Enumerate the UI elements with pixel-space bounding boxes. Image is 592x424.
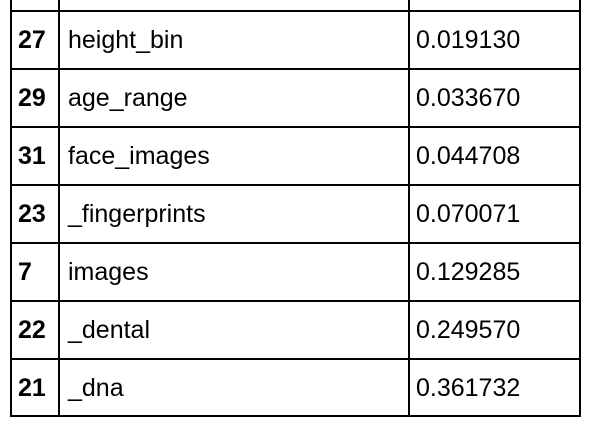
row-value: 0.044708 <box>416 142 521 170</box>
row-feature: images <box>68 258 149 286</box>
row-index: 22 <box>18 316 46 344</box>
row-index: 29 <box>18 84 46 112</box>
row-value: 0.249570 <box>416 316 521 344</box>
row-feature: _fingerprints <box>68 200 206 228</box>
row-value: 0.019130 <box>416 26 521 54</box>
row-feature: face_images <box>68 142 210 170</box>
row-feature: _dental <box>68 316 151 344</box>
row-feature: height_bin <box>68 26 184 54</box>
row-index: 23 <box>18 200 46 228</box>
table-row: 22 _dental 0.249570 <box>12 302 579 360</box>
table-row: 7 images 0.129285 <box>12 244 579 302</box>
table-row: 23 _fingerprints 0.070071 <box>12 186 579 244</box>
row-value: 0.070071 <box>416 200 521 228</box>
column-divider-index <box>58 0 60 415</box>
data-table: 27 height_bin 0.019130 29 age_range 0.03… <box>10 0 581 417</box>
table-row: 27 height_bin 0.019130 <box>12 12 579 70</box>
row-index: 21 <box>18 374 46 402</box>
row-value: 0.361732 <box>416 374 521 402</box>
table-row: 29 age_range 0.033670 <box>12 70 579 128</box>
row-feature: _dna <box>68 374 124 402</box>
row-value: 0.033670 <box>416 84 521 112</box>
row-index: 27 <box>18 26 46 54</box>
row-feature: age_range <box>68 84 188 112</box>
table-top-edge <box>12 0 579 12</box>
table-row: 21 _dna 0.361732 <box>12 360 579 418</box>
row-index: 31 <box>18 142 46 170</box>
row-index: 7 <box>18 258 32 286</box>
table-row: 31 face_images 0.044708 <box>12 128 579 186</box>
column-divider-value <box>408 0 410 415</box>
row-value: 0.129285 <box>416 258 521 286</box>
